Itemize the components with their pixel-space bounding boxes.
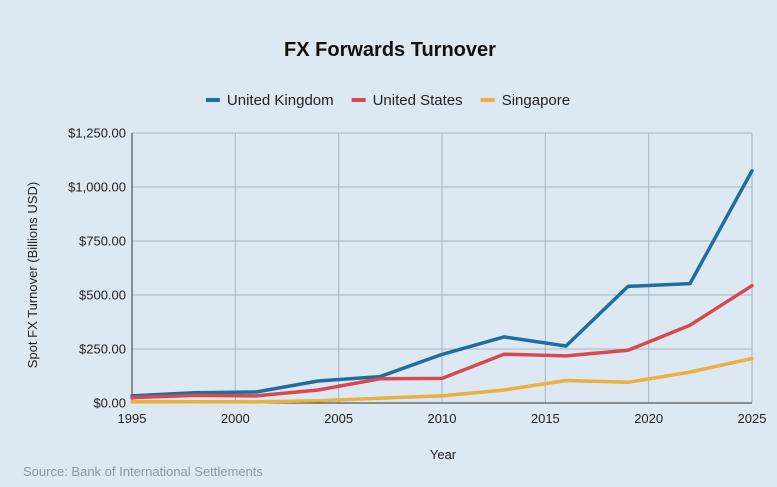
x-tick-label: 2000: [221, 411, 250, 426]
legend-label: Singapore: [502, 92, 570, 109]
y-tick-label: $750.00: [79, 234, 126, 249]
x-tick-label: 2010: [428, 411, 457, 426]
y-tick-labels: $0.00 $250.00 $500.00 $750.00 $1,000.00 $1,25…: [68, 126, 126, 411]
x-tick-labels: 1995 2000 2005 2010 2015 2020 2025: [118, 411, 767, 426]
legend: United Kingdom United States Singapore: [205, 92, 570, 109]
series-line-united-kingdom: [130, 169, 754, 398]
x-tick-label: 2005: [324, 411, 353, 426]
y-tick-label: $0.00: [93, 396, 126, 411]
legend-label: United Kingdom: [227, 92, 334, 109]
x-axis-title: Year: [430, 447, 457, 462]
source-note: Source: Bank of International Settlement…: [23, 464, 263, 479]
gridlines: [132, 132, 753, 403]
legend-item-united-kingdom: United Kingdom: [205, 92, 334, 109]
legend-label: United States: [373, 92, 463, 109]
y-axis-title: Spot FX Turnover (Billions USD): [25, 182, 40, 368]
y-tick-label: $250.00: [79, 342, 126, 357]
series-line-united-states: [130, 283, 754, 400]
chart-title: FX Forwards Turnover: [284, 39, 496, 61]
legend-item-singapore: Singapore: [480, 92, 570, 109]
series-lines: [130, 169, 754, 404]
x-tick-label: 2020: [634, 411, 663, 426]
legend-item-united-states: United States: [351, 92, 463, 109]
x-tick-label: 2025: [738, 411, 767, 426]
y-tick-label: $500.00: [79, 288, 126, 303]
x-tick-label: 2015: [531, 411, 560, 426]
y-tick-label: $1,000.00: [68, 180, 126, 195]
y-tick-label: $1,250.00: [68, 126, 126, 141]
x-tick-label: 1995: [118, 411, 147, 426]
series-line-singapore: [130, 356, 754, 404]
